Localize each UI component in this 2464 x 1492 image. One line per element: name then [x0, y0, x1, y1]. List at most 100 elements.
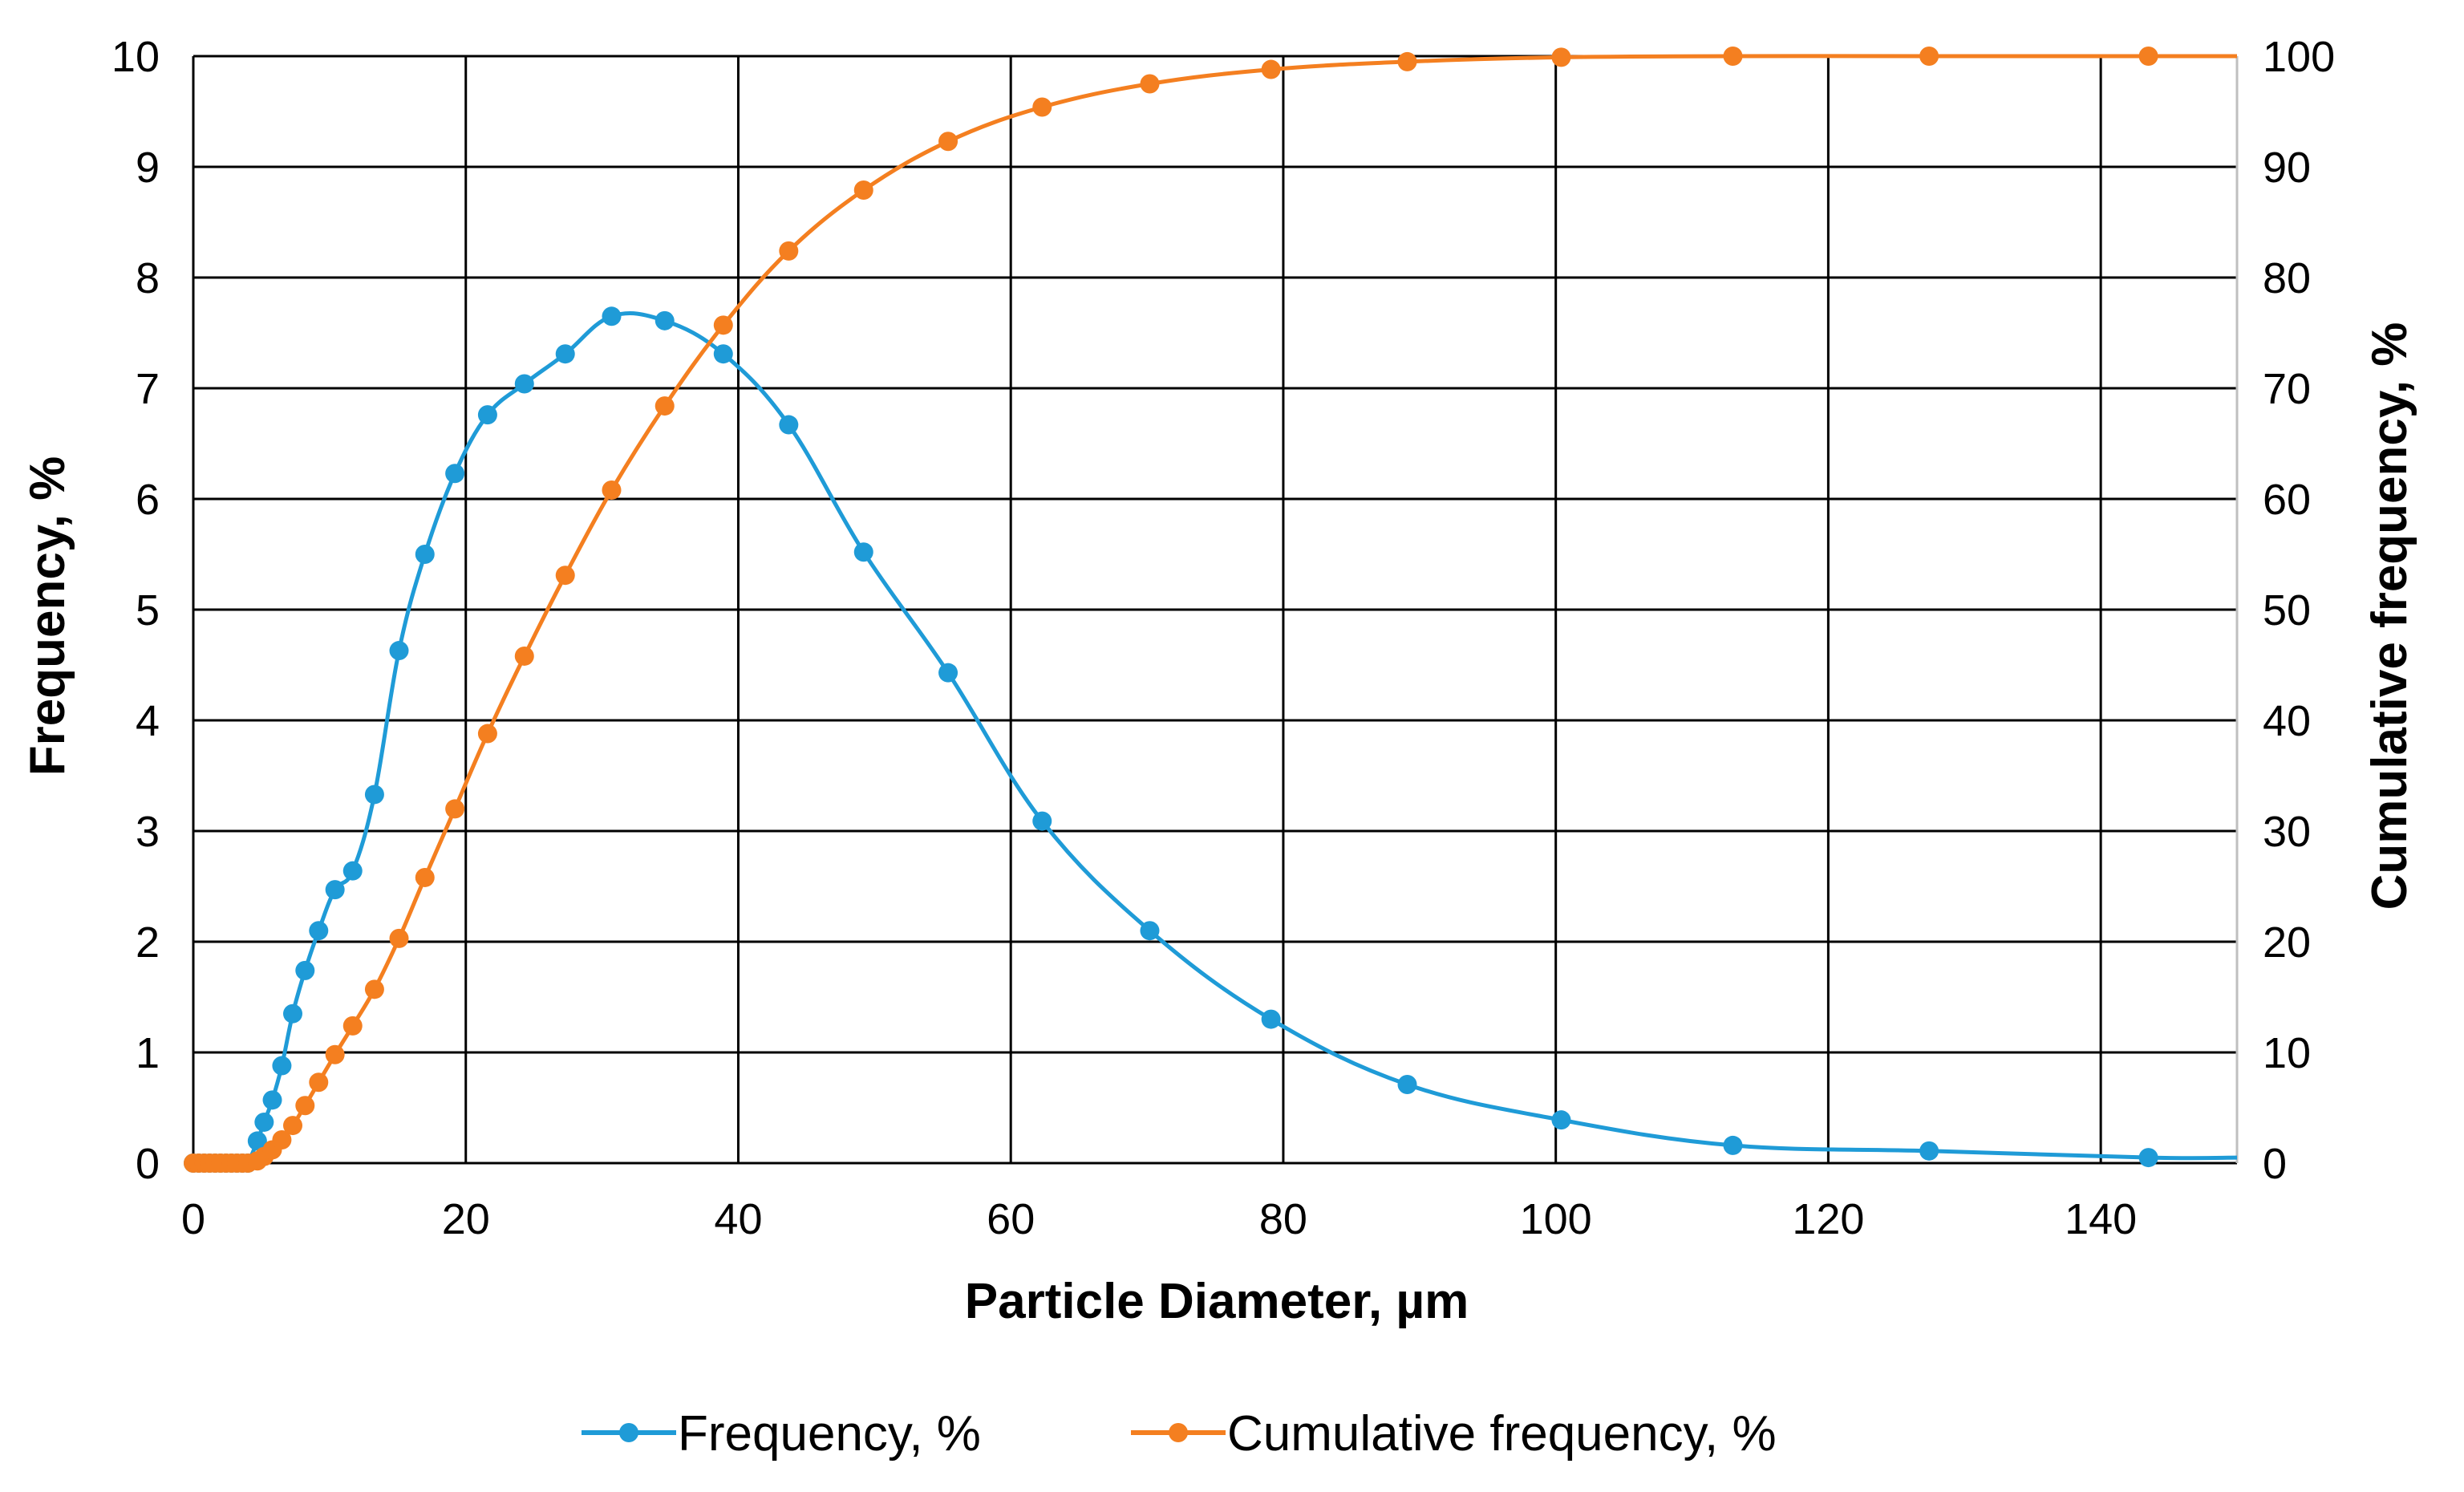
frequency-point	[1919, 1141, 1939, 1161]
y-tick-label: 10	[111, 33, 160, 81]
y-tick-label: 7	[136, 365, 160, 413]
y-tick-label: 1	[136, 1029, 160, 1077]
x-tick-label: 20	[442, 1195, 490, 1243]
frequency-point	[247, 1131, 267, 1151]
frequency-point	[389, 641, 409, 661]
x-tick-label: 0	[181, 1195, 205, 1243]
frequency-point	[1397, 1075, 1417, 1095]
cumulative-point	[713, 315, 733, 335]
series-layer	[184, 47, 2238, 1173]
legend-item-cumulative: Cumulative frequency, %	[1131, 1406, 1777, 1462]
legend-marker-cumulative	[1169, 1423, 1188, 1442]
y-tick-label: 5	[136, 586, 160, 635]
frequency-point	[853, 542, 873, 562]
cumulative-point	[602, 480, 622, 500]
frequency-point	[415, 545, 435, 564]
cumulative-point	[295, 1096, 315, 1116]
y2-tick-label: 30	[2263, 808, 2311, 856]
frequency-point	[309, 921, 329, 941]
y2-tick-label: 40	[2263, 697, 2311, 745]
cumulative-point	[555, 566, 575, 586]
cumulative-point	[1919, 47, 1939, 66]
cumulative-point	[1261, 59, 1281, 79]
frequency-point	[555, 344, 575, 364]
y-tick-label: 0	[136, 1140, 160, 1188]
y2-tick-label: 50	[2263, 586, 2311, 635]
frequency-point	[342, 861, 363, 881]
y2-axis-label: Cumulative frequency, %	[2362, 322, 2417, 910]
legend-label-cumulative: Cumulative frequency, %	[1227, 1406, 1777, 1462]
frequency-point	[1032, 811, 1052, 831]
frequency-point	[602, 306, 622, 326]
y-tick-label: 6	[136, 476, 160, 524]
cumulative-point	[514, 646, 534, 666]
cumulative-point	[2138, 47, 2158, 66]
frequency-point	[254, 1112, 274, 1132]
frequency-point	[938, 663, 958, 683]
y2-tick-label: 60	[2263, 476, 2311, 524]
x-axis-label: Particle Diameter, µm	[965, 1274, 1469, 1329]
frequency-point	[295, 960, 315, 980]
cumulative-point	[272, 1130, 292, 1150]
series-cumulative	[184, 47, 2237, 1173]
cumulative-point	[445, 799, 465, 819]
frequency-point	[325, 880, 345, 900]
y-axis-label: Frequency, %	[20, 456, 75, 776]
frequency-point	[262, 1090, 282, 1110]
cumulative-point	[853, 180, 873, 200]
x-tick-label: 140	[2065, 1195, 2137, 1243]
frequency-point	[1261, 1009, 1281, 1029]
frequency-point	[514, 374, 534, 394]
y-tick-label: 3	[136, 808, 160, 856]
frequency-point	[445, 464, 465, 484]
y2-tick-label: 100	[2263, 33, 2335, 81]
x-tick-label: 120	[1792, 1195, 1864, 1243]
cumulative-point	[389, 928, 409, 948]
legend: Frequency, % Cumulative frequency, %	[582, 1406, 1777, 1462]
cumulative-point	[938, 132, 958, 152]
frequency-point	[364, 785, 384, 805]
legend-item-frequency: Frequency, %	[582, 1406, 981, 1462]
cumulative-point	[325, 1044, 345, 1064]
y2-tick-label: 80	[2263, 254, 2311, 302]
frequency-point	[2138, 1148, 2158, 1168]
frequency-point	[283, 1003, 303, 1024]
cumulative-point	[415, 867, 435, 887]
y2-tick-label: 70	[2263, 365, 2311, 413]
y-tick-label: 2	[136, 918, 160, 967]
frequency-point	[1551, 1110, 1571, 1130]
legend-marker-frequency	[619, 1423, 638, 1442]
tick-labels: 0 1 2 3 4 5 6 7 8 9 100 10 20 30 40 50 60 70 80 90 100 0 20 40 6…	[111, 33, 2335, 1243]
y-tick-label: 4	[136, 697, 160, 745]
cumulative-point	[283, 1116, 303, 1136]
x-tick-label: 60	[987, 1195, 1035, 1243]
frequency-point	[272, 1056, 292, 1076]
frequency-point	[1723, 1135, 1743, 1155]
cumulative-point	[309, 1072, 329, 1093]
x-tick-label: 80	[1259, 1195, 1307, 1243]
cumulative-point	[342, 1016, 363, 1036]
axes	[192, 56, 2239, 1165]
x-tick-label: 40	[714, 1195, 762, 1243]
y-tick-label: 8	[136, 254, 160, 302]
y-tick-label: 9	[136, 144, 160, 192]
cumulative-point	[654, 396, 675, 416]
frequency-point	[654, 310, 675, 330]
cumulative-point	[779, 241, 799, 261]
y2-tick-label: 20	[2263, 918, 2311, 967]
cumulative-point	[477, 724, 497, 744]
cumulative-point	[364, 979, 384, 999]
frequency-point	[713, 344, 733, 364]
y2-tick-label: 0	[2263, 1140, 2287, 1188]
legend-label-frequency: Frequency, %	[678, 1406, 981, 1462]
frequency-point	[1140, 921, 1160, 941]
cumulative-point	[1551, 47, 1571, 67]
frequency-point	[477, 405, 497, 425]
cumulative-point	[1140, 74, 1160, 94]
y2-tick-label: 90	[2263, 144, 2311, 192]
frequency-point	[779, 415, 799, 435]
x-tick-label: 100	[1520, 1195, 1592, 1243]
cumulative-point	[1032, 97, 1052, 117]
